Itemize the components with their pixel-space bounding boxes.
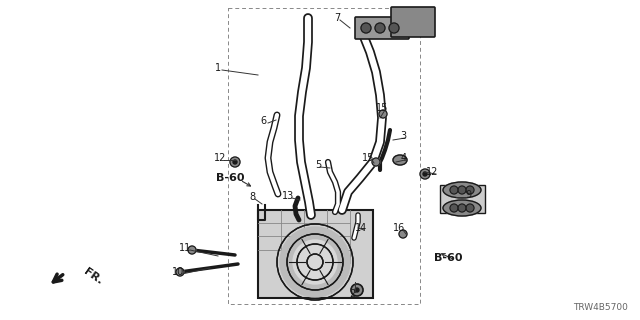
Bar [440, 185, 485, 213]
Text: B-60: B-60 [216, 173, 244, 183]
Text: 11: 11 [179, 243, 191, 253]
Circle shape [375, 23, 385, 33]
FancyBboxPatch shape [391, 7, 435, 37]
Circle shape [233, 160, 237, 164]
Text: FR.: FR. [82, 266, 104, 286]
Text: B-60: B-60 [434, 253, 462, 263]
Text: 3: 3 [400, 131, 406, 141]
Circle shape [466, 204, 474, 212]
Circle shape [458, 204, 466, 212]
Circle shape [389, 23, 399, 33]
Text: 15: 15 [362, 153, 374, 163]
Text: TRW4B5700: TRW4B5700 [573, 303, 628, 312]
Circle shape [450, 186, 458, 194]
Circle shape [361, 23, 371, 33]
Circle shape [176, 268, 184, 276]
Circle shape [230, 157, 240, 167]
Text: 7: 7 [334, 13, 340, 23]
FancyBboxPatch shape [355, 17, 409, 39]
Bar [228, 8, 420, 304]
Circle shape [420, 169, 430, 179]
Text: 12: 12 [426, 167, 438, 177]
Text: 2: 2 [349, 289, 355, 299]
Text: 13: 13 [282, 191, 294, 201]
Circle shape [188, 246, 196, 254]
Text: 8: 8 [249, 192, 255, 202]
Bar [258, 210, 373, 298]
Circle shape [423, 172, 427, 176]
Circle shape [466, 186, 474, 194]
Circle shape [399, 230, 407, 238]
Text: 4: 4 [401, 153, 407, 163]
Text: 9: 9 [465, 190, 471, 200]
Text: 14: 14 [355, 223, 367, 233]
Text: 6: 6 [260, 116, 266, 126]
Text: 12: 12 [214, 153, 226, 163]
Circle shape [372, 158, 380, 166]
Circle shape [450, 204, 458, 212]
Text: 5: 5 [315, 160, 321, 170]
Ellipse shape [443, 200, 481, 216]
Circle shape [379, 110, 387, 118]
Circle shape [355, 288, 359, 292]
Circle shape [458, 186, 466, 194]
Circle shape [351, 284, 363, 296]
Ellipse shape [443, 182, 481, 198]
Text: 16: 16 [393, 223, 405, 233]
Text: 15: 15 [376, 103, 388, 113]
Text: 1: 1 [215, 63, 221, 73]
Text: 10: 10 [172, 267, 184, 277]
Ellipse shape [393, 155, 407, 165]
Circle shape [280, 227, 350, 297]
Circle shape [293, 240, 337, 284]
